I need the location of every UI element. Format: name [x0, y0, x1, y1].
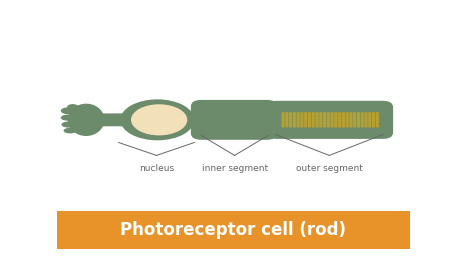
- FancyBboxPatch shape: [361, 112, 364, 127]
- Ellipse shape: [120, 99, 194, 140]
- Ellipse shape: [64, 128, 76, 134]
- FancyBboxPatch shape: [57, 211, 410, 249]
- Ellipse shape: [131, 104, 187, 136]
- Ellipse shape: [67, 104, 78, 110]
- Text: Photoreceptor cell (rod): Photoreceptor cell (rod): [120, 221, 346, 239]
- FancyBboxPatch shape: [285, 112, 288, 127]
- FancyBboxPatch shape: [300, 112, 303, 127]
- FancyBboxPatch shape: [268, 102, 392, 138]
- Ellipse shape: [61, 107, 76, 114]
- FancyBboxPatch shape: [372, 112, 375, 127]
- FancyBboxPatch shape: [282, 112, 285, 127]
- FancyBboxPatch shape: [289, 112, 292, 127]
- FancyBboxPatch shape: [319, 112, 322, 127]
- FancyBboxPatch shape: [293, 112, 296, 127]
- FancyBboxPatch shape: [327, 112, 330, 127]
- FancyBboxPatch shape: [357, 112, 360, 127]
- Text: nucleus: nucleus: [139, 164, 174, 173]
- FancyBboxPatch shape: [96, 113, 126, 126]
- Ellipse shape: [68, 104, 105, 136]
- Text: inner segment: inner segment: [202, 164, 268, 173]
- FancyBboxPatch shape: [191, 100, 277, 140]
- FancyBboxPatch shape: [304, 112, 307, 127]
- FancyBboxPatch shape: [323, 112, 326, 127]
- Ellipse shape: [61, 122, 76, 128]
- FancyBboxPatch shape: [368, 112, 371, 127]
- FancyBboxPatch shape: [334, 112, 338, 127]
- FancyBboxPatch shape: [338, 112, 341, 127]
- FancyBboxPatch shape: [264, 114, 281, 126]
- FancyBboxPatch shape: [315, 112, 318, 127]
- FancyBboxPatch shape: [346, 112, 349, 127]
- FancyBboxPatch shape: [349, 112, 353, 127]
- FancyBboxPatch shape: [190, 113, 207, 127]
- FancyBboxPatch shape: [342, 112, 345, 127]
- FancyBboxPatch shape: [312, 112, 315, 127]
- FancyBboxPatch shape: [297, 112, 300, 127]
- FancyBboxPatch shape: [353, 112, 356, 127]
- FancyBboxPatch shape: [364, 112, 368, 127]
- FancyBboxPatch shape: [330, 112, 334, 127]
- FancyBboxPatch shape: [261, 105, 272, 134]
- FancyBboxPatch shape: [308, 112, 311, 127]
- Ellipse shape: [61, 115, 75, 121]
- FancyBboxPatch shape: [376, 112, 379, 127]
- Text: outer segment: outer segment: [296, 164, 363, 173]
